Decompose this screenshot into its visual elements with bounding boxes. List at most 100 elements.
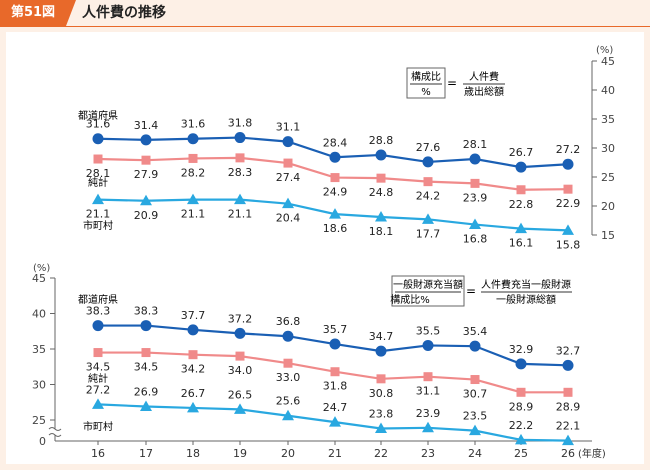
upper-data-label: 26.7 <box>509 146 534 159</box>
upper-point-circle <box>187 133 199 145</box>
upper-data-label: 21.1 <box>86 208 111 221</box>
upper-point-square <box>563 184 573 194</box>
lower-point-circle <box>562 359 574 371</box>
y-tick-label: 30 <box>601 142 615 155</box>
x-tick-label: 25 <box>514 447 528 460</box>
upper-point-circle <box>140 134 152 146</box>
lower-data-label: 31.1 <box>416 385 441 398</box>
upper-data-label: 31.6 <box>181 118 206 131</box>
lower-data-label: 35.4 <box>463 325 488 338</box>
upper-data-label: 31.1 <box>276 121 301 134</box>
lower-data-label: 26.7 <box>181 387 206 400</box>
lower-point-circle <box>92 320 104 332</box>
upper-data-label: 18.6 <box>323 222 348 235</box>
figure-title: 人件費の推移 <box>82 5 166 21</box>
lower-point-circle <box>422 339 434 351</box>
upper-point-circle <box>282 136 294 148</box>
lower-point-square <box>330 367 340 377</box>
lower-y-tick-label: 35 <box>32 343 46 356</box>
upper-data-label: 17.7 <box>416 227 441 240</box>
formula-box <box>406 67 446 99</box>
lower-y-tick-label: 45 <box>32 272 46 285</box>
upper-data-label: 27.6 <box>416 141 441 154</box>
y-tick-label: 20 <box>601 200 615 213</box>
x-tick-label: 16 <box>91 447 105 460</box>
lower-point-square <box>188 350 198 360</box>
upper-data-label: 28.1 <box>86 167 111 180</box>
lower-point-triangle <box>234 403 246 414</box>
lower-point-triangle <box>140 400 152 412</box>
lower-data-label: 23.8 <box>369 408 394 421</box>
formula-right-bottom: 歳出総額 <box>464 85 504 98</box>
x-tick-label: 17 <box>139 447 153 460</box>
lower-point-triangle <box>329 416 341 427</box>
lower-point-circle <box>329 338 341 350</box>
lower-data-label: 34.5 <box>86 361 111 374</box>
upper-point-square <box>376 173 386 183</box>
upper-data-label: 28.2 <box>181 166 206 179</box>
figure-number-badge: 第51図 <box>0 0 76 26</box>
lower-point-circle <box>469 340 481 352</box>
lower-point-square <box>141 348 151 358</box>
upper-data-label: 24.9 <box>323 186 348 199</box>
lower-data-label: 22.1 <box>556 420 581 433</box>
formula-left-bottom: % <box>421 87 431 98</box>
lower-point-square <box>563 387 573 397</box>
lower-point-circle <box>375 345 387 357</box>
upper-point-triangle <box>329 208 341 219</box>
upper-data-label: 28.1 <box>463 138 488 151</box>
lower-data-label: 22.2 <box>509 419 534 432</box>
lower-point-circle <box>140 320 152 332</box>
upper-point-square <box>516 185 526 195</box>
lower-point-square <box>470 375 480 385</box>
x-unit-label: (年度) <box>578 447 606 460</box>
upper-data-label: 21.1 <box>228 208 253 221</box>
lower-y-tick-label: 0 <box>39 435 46 448</box>
upper-point-circle <box>469 153 481 165</box>
lower-data-label: 32.7 <box>556 344 581 357</box>
upper-point-triangle <box>187 193 199 205</box>
upper-data-label: 22.8 <box>509 198 534 211</box>
y-tick-label: 15 <box>601 229 615 242</box>
upper-data-label: 31.6 <box>86 118 111 131</box>
upper-series-name: 市町村 <box>83 219 113 232</box>
upper-point-square <box>93 154 103 164</box>
formula-left-top: 構成比 <box>411 70 441 83</box>
lower-point-square <box>376 374 386 384</box>
lower-data-label: 35.7 <box>323 323 348 336</box>
lower-point-triangle <box>375 422 387 434</box>
lower-point-circle <box>282 330 294 342</box>
upper-point-triangle <box>469 218 481 230</box>
lower-point-square <box>423 372 433 382</box>
lower-formula-left-top: 一般財源充当額 <box>393 278 463 291</box>
lower-formula-right-top: 人件費充当一般財源 <box>481 278 571 291</box>
lower-data-label: 36.8 <box>276 315 301 328</box>
x-tick-label: 26 <box>561 447 575 460</box>
y-tick-label: 25 <box>601 171 615 184</box>
upper-data-label: 24.8 <box>369 186 394 199</box>
lower-data-label: 35.5 <box>416 324 441 337</box>
upper-point-triangle <box>375 211 387 222</box>
lower-formula-left-bottom: 構成比% <box>390 293 430 306</box>
upper-point-circle <box>329 151 341 163</box>
lower-point-circle <box>234 327 246 339</box>
upper-point-square <box>423 177 433 187</box>
upper-data-label: 28.3 <box>228 166 253 179</box>
lower-series-name: 市町村 <box>83 420 113 433</box>
upper-point-triangle <box>562 224 574 235</box>
upper-point-triangle <box>92 193 104 205</box>
lower-data-label: 37.7 <box>181 309 206 322</box>
upper-point-triangle <box>282 197 294 209</box>
lower-data-label: 30.7 <box>463 388 488 401</box>
lower-point-triangle <box>92 398 104 409</box>
x-tick-label: 18 <box>186 447 200 460</box>
lower-point-square <box>235 351 245 361</box>
y-unit-label: (%) <box>596 45 613 56</box>
upper-point-circle <box>562 158 574 170</box>
lower-data-label: 23.9 <box>416 407 441 420</box>
upper-point-square <box>141 155 151 165</box>
upper-data-label: 27.2 <box>556 143 581 156</box>
lower-point-triangle <box>282 409 294 421</box>
upper-data-label: 23.9 <box>463 191 488 204</box>
